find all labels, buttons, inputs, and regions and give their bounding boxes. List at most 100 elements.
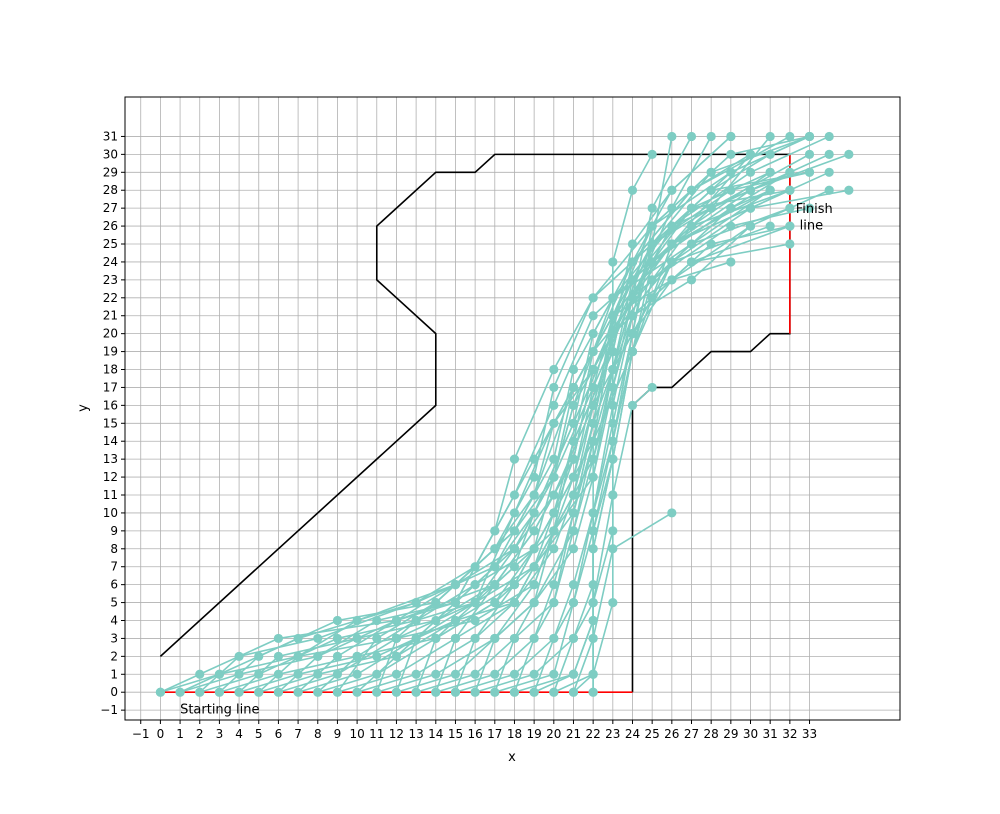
trajectory-point	[568, 687, 579, 697]
trajectory-point	[529, 490, 539, 500]
trajectory-point	[588, 382, 598, 393]
x-tick-label: 23	[605, 727, 620, 741]
trajectory-point	[647, 149, 657, 159]
trajectory-point	[549, 526, 559, 536]
trajectory-point	[254, 669, 264, 679]
trajectory	[411, 167, 775, 697]
y-tick-label: 17	[103, 380, 118, 394]
trajectory-point	[588, 311, 598, 321]
trajectory-line	[435, 171, 791, 693]
trajectory	[175, 167, 795, 697]
trajectory-point	[254, 651, 264, 661]
x-tick-label: 14	[428, 727, 443, 741]
trajectory-point	[588, 526, 598, 536]
trajectory-point	[588, 687, 598, 697]
trajectory-point	[726, 203, 736, 213]
y-tick-label: 19	[103, 345, 118, 359]
trajectory-point	[529, 580, 539, 590]
trajectory-line	[179, 171, 791, 693]
y-tick-label: 30	[103, 147, 118, 161]
y-tick-label: 3	[110, 631, 118, 645]
x-tick-label: 32	[782, 727, 797, 741]
trajectory-point	[273, 669, 284, 679]
trajectory-point	[332, 687, 343, 697]
trajectory-point	[155, 687, 166, 697]
trajectory-point	[824, 185, 834, 195]
trajectories	[155, 131, 854, 697]
x-tick-label: 29	[723, 727, 738, 741]
trajectory-point	[686, 203, 697, 213]
annotation-label: Starting line	[180, 702, 259, 717]
trajectory-point	[568, 580, 579, 590]
trajectory-point	[470, 669, 480, 679]
trajectory-point	[490, 687, 500, 697]
x-tick-label: 0	[157, 727, 165, 741]
y-tick-label: 24	[103, 255, 118, 269]
x-tick-label: 21	[566, 727, 581, 741]
trajectory-point	[450, 580, 461, 590]
trajectory-point	[588, 364, 598, 375]
trajectory-point	[568, 364, 579, 375]
y-tick-label: 6	[110, 578, 118, 592]
x-tick-label: −1	[132, 727, 150, 741]
trajectory-point	[195, 687, 205, 697]
trajectory-point	[608, 490, 618, 500]
x-tick-label: 4	[235, 727, 243, 741]
trajectory-point	[372, 651, 382, 661]
x-tick-label: 1	[176, 727, 184, 741]
trajectory-point	[549, 633, 559, 644]
trajectory-point	[372, 633, 382, 644]
trajectory-point	[332, 651, 343, 661]
trajectory-point	[509, 597, 520, 608]
axis-ticks: −1 0 1 2 3 4 5 6 7 8 9 10 11 12 13 14 15 16 17 18 19 20 21 22 23…	[100, 129, 817, 741]
x-tick-label: 10	[349, 727, 364, 741]
trajectory-point	[411, 687, 421, 697]
trajectory-point	[273, 633, 284, 644]
y-tick-label: 25	[103, 237, 118, 251]
trajectory-point	[568, 633, 579, 644]
trajectory-point	[785, 167, 795, 177]
trajectory-point	[568, 490, 579, 500]
x-tick-label: 26	[664, 727, 679, 741]
trajectory-point	[726, 149, 736, 159]
trajectory-point	[549, 687, 559, 697]
trajectory-point	[549, 669, 559, 679]
trajectory-point	[175, 687, 185, 697]
x-tick-label: 27	[684, 727, 699, 741]
trajectory-point	[549, 400, 559, 410]
trajectory-point	[509, 633, 520, 644]
trajectory-point	[509, 562, 520, 572]
x-tick-label: 20	[546, 727, 561, 741]
trajectory-point	[431, 687, 441, 697]
plot-frame	[124, 96, 901, 721]
trajectory-line	[455, 135, 732, 693]
y-tick-label: 4	[110, 613, 118, 627]
y-tick-label: 8	[110, 542, 118, 556]
x-tick-label: 15	[448, 727, 463, 741]
trajectory-point	[785, 221, 795, 231]
annotation-label: line	[800, 218, 823, 233]
y-tick-label: 0	[110, 685, 118, 699]
x-tick-label: 24	[625, 727, 640, 741]
x-axis-title: x	[508, 750, 516, 765]
y-tick-label: 27	[103, 201, 118, 215]
trajectory-point	[313, 651, 323, 661]
trajectory-point	[509, 454, 520, 464]
trajectory	[155, 203, 815, 697]
trajectory-line	[474, 189, 771, 693]
trajectory-point	[588, 508, 598, 518]
trajectory-point	[529, 544, 539, 554]
trajectory-point	[549, 580, 559, 590]
y-tick-label: 22	[103, 291, 118, 305]
trajectory-point	[509, 508, 520, 518]
trajectory-point	[450, 615, 461, 626]
x-tick-label: 6	[275, 727, 283, 741]
trajectory-point	[568, 544, 579, 554]
trajectory-point	[293, 687, 303, 697]
trajectory-point	[824, 131, 834, 142]
trajectory-point	[234, 669, 244, 679]
trajectory-point	[391, 633, 402, 644]
